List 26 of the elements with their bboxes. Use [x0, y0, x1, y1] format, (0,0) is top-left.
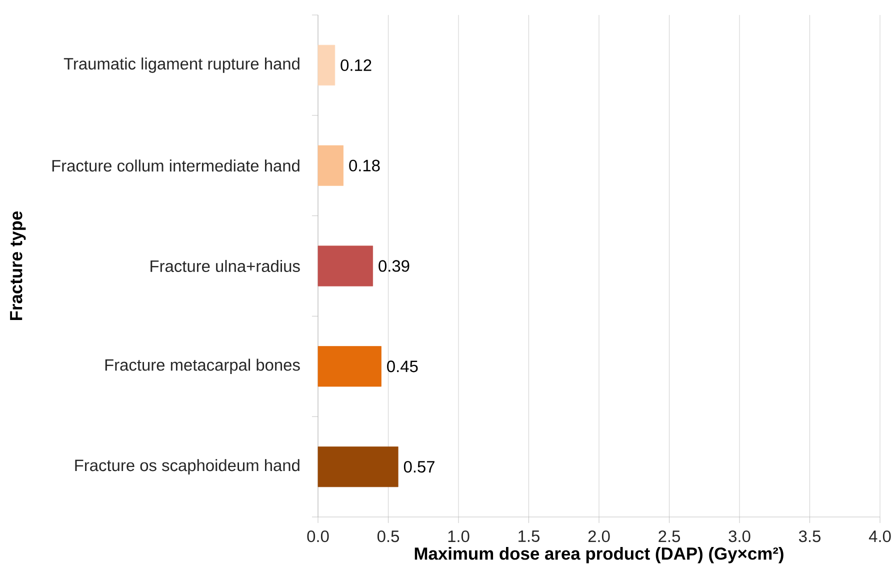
bar [318, 446, 398, 488]
x-tick-label: 0.5 [377, 530, 399, 542]
x-axis-title: Maximum dose area product (DAP) (Gy×cm²) [414, 546, 784, 564]
y-tick-label: Fracture os scaphoideum hand [75, 459, 300, 474]
x-tick-label: 4.0 [868, 530, 891, 542]
y-axis-title: Fracture type [10, 211, 26, 320]
y-tick-label: Traumatic ligament rupture hand [64, 58, 300, 73]
y-tick-label: Fracture ulna+radius [150, 260, 300, 272]
x-tick-label: 1.5 [518, 530, 540, 542]
data-label: 0.12 [340, 59, 372, 72]
x-tick-label: 3.0 [728, 530, 750, 542]
x-tick-label: 2.5 [658, 530, 680, 542]
data-label: 0.45 [387, 360, 418, 372]
bar [318, 145, 344, 186]
x-tick-label: 1.0 [448, 530, 470, 542]
data-label: 0.39 [378, 260, 410, 272]
y-tick-label: Fracture collum intermediate hand [52, 160, 300, 172]
bar [318, 44, 336, 86]
bar [318, 346, 382, 387]
x-tick-label: 3.5 [798, 530, 820, 542]
y-tick-label: Fracture metacarpal bones [105, 358, 300, 374]
data-label: 0.57 [404, 460, 434, 473]
x-tick-label: 0.0 [307, 530, 329, 542]
x-tick-label: 2.0 [588, 530, 610, 542]
data-label: 0.18 [349, 160, 380, 172]
bar [318, 246, 374, 286]
